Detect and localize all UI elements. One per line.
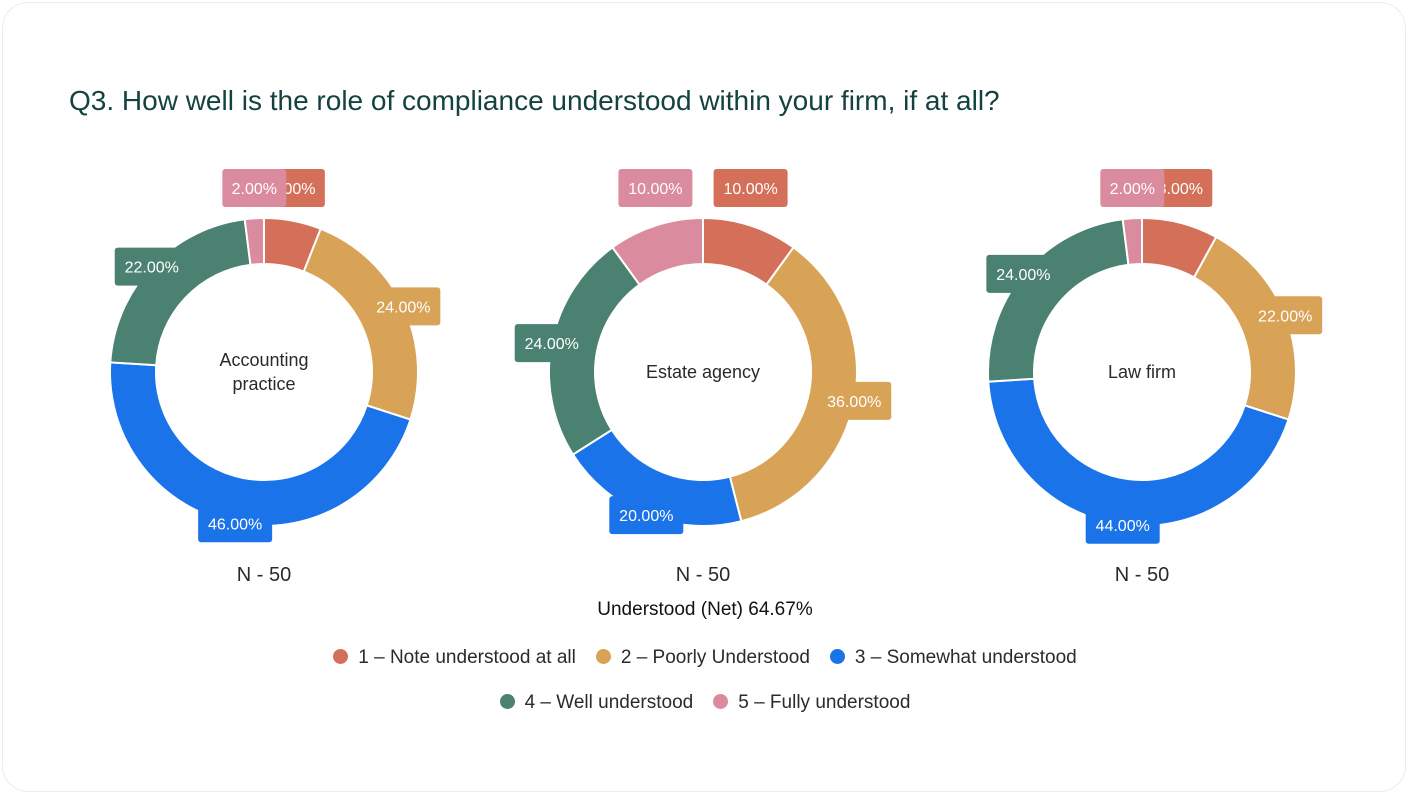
legend-swatch-5 [713, 694, 729, 709]
legend-label-4: 4 – Well understood [524, 692, 694, 713]
legend-row-1: 1 – Note understood at all 2 – Poorly Und… [0, 647, 1410, 669]
slice-estate-agency-5 [611, 216, 704, 287]
slice-law-firm-3 [987, 377, 1290, 527]
value-label-estate-agency-1: 10.00% [713, 169, 788, 207]
svg-text:46.00%: 46.00% [208, 516, 262, 533]
slice-law-firm-4 [987, 218, 1130, 383]
slice-accounting-practice-3 [109, 361, 412, 527]
value-label-accounting-practice-2: 24.00% [366, 287, 441, 326]
legend-swatch-4 [499, 694, 515, 709]
svg-text:2.00%: 2.00% [232, 181, 277, 198]
legend-item-1: 1 – Note understood at all [333, 647, 576, 669]
value-label-law-firm-2: 22.00% [1248, 296, 1323, 335]
donut-estate-agency: 10.00% 36.00% 20.00% 24.00% 10.00% [514, 169, 892, 535]
svg-text:10.00%: 10.00% [723, 181, 777, 198]
svg-text:22.00%: 22.00% [1258, 308, 1312, 325]
value-label-law-firm-3: 44.00% [1085, 505, 1160, 544]
n-label-estate-agency: N - 50 [676, 564, 730, 586]
n-label-law-firm: N - 50 [1115, 564, 1169, 586]
slice-accounting-practice-5 [243, 216, 265, 266]
svg-text:20.00%: 20.00% [619, 508, 673, 525]
center-label-law-firm: Law firm [1108, 362, 1176, 382]
value-label-law-firm-4: 24.00% [986, 254, 1061, 293]
value-label-estate-agency-4: 24.00% [514, 324, 589, 363]
legend-swatch-3 [829, 649, 845, 664]
svg-text:24.00%: 24.00% [525, 336, 579, 353]
legend-label-5: 5 – Fully understood [738, 692, 911, 713]
center-label-estate-agency: Estate agency [646, 362, 760, 382]
value-label-estate-agency-3: 20.00% [609, 496, 684, 535]
legend-item-4: 4 – Well understood [499, 692, 694, 714]
svg-text:8.00%: 8.00% [1158, 181, 1203, 198]
slice-estate-agency-2 [728, 246, 858, 523]
value-label-accounting-practice-5: 2.00% [222, 169, 287, 207]
n-label-accounting-practice: N - 50 [237, 564, 291, 586]
value-label-accounting-practice-4: 22.00% [114, 247, 189, 286]
legend-item-3: 3 – Somewhat understood [829, 647, 1077, 669]
legend-item-5: 5 – Fully understood [713, 692, 910, 714]
value-label-law-firm-5: 2.00% [1100, 169, 1165, 207]
legend-label-1: 1 – Note understood at all [358, 647, 576, 668]
value-label-estate-agency-2: 36.00% [817, 381, 892, 420]
svg-text:10.00%: 10.00% [628, 181, 682, 198]
svg-text:44.00%: 44.00% [1096, 518, 1150, 535]
svg-text:2.00%: 2.00% [1110, 181, 1155, 198]
svg-text:36.00%: 36.00% [827, 394, 881, 411]
value-label-accounting-practice-3: 46.00% [198, 504, 273, 543]
donut-accounting-practice: 6.00%24.00%46.00%22.00%2.00% [109, 169, 441, 543]
svg-text:22.00%: 22.00% [125, 260, 179, 277]
donut-law-firm: 8.00% 22.00% 44.00% 24.00% 2.00% [986, 169, 1323, 544]
legend-row-2: 4 – Well understood 5 – Fully understood [0, 692, 1410, 714]
legend-label-2: 2 – Poorly Understood [620, 647, 810, 668]
legend-swatch-2 [595, 649, 611, 664]
value-label-estate-agency-5: 10.00% [618, 169, 693, 207]
net-understood-label: Understood (Net) 64.67% [597, 599, 813, 620]
legend-swatch-1 [333, 649, 349, 664]
legend-label-3: 3 – Somewhat understood [854, 647, 1077, 668]
chart-title: Q3. How well is the role of compliance u… [69, 85, 1000, 116]
slice-law-firm-5 [1121, 216, 1143, 266]
center-label-accounting-practice: Accounting practice [219, 350, 308, 394]
slice-accounting-practice-4 [109, 218, 252, 367]
svg-text:24.00%: 24.00% [376, 299, 430, 316]
svg-text:24.00%: 24.00% [996, 267, 1050, 284]
legend-item-2: 2 – Poorly Understood [595, 647, 810, 669]
